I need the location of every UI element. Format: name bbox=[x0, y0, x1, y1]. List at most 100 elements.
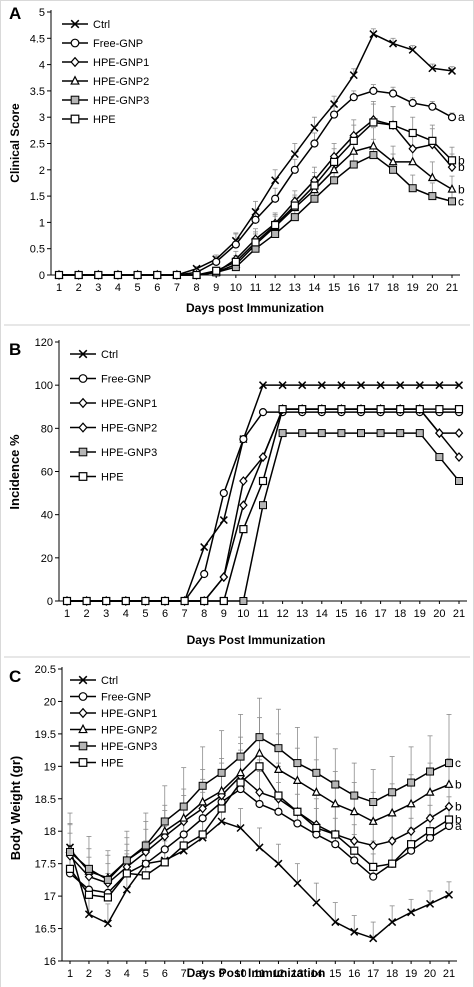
data-point bbox=[278, 429, 287, 438]
y-tick-label-c: 16.5 bbox=[35, 924, 56, 936]
legend-marker bbox=[78, 758, 88, 767]
data-point bbox=[293, 759, 302, 768]
legend-label: HPE bbox=[101, 472, 124, 484]
x-tick-label-a: 10 bbox=[230, 282, 242, 294]
legend-label: HPE-GNP3 bbox=[101, 741, 157, 753]
x-tick-label-c: 15 bbox=[329, 968, 341, 980]
x-tick-label-a: 4 bbox=[115, 282, 121, 294]
data-point bbox=[428, 102, 437, 111]
data-point bbox=[454, 381, 464, 390]
data-point bbox=[160, 596, 170, 606]
data-point bbox=[427, 172, 437, 182]
significance-label: b bbox=[455, 800, 462, 814]
legend-marker bbox=[78, 472, 88, 481]
significance-label: a bbox=[455, 819, 462, 833]
panel-label-b: B bbox=[9, 340, 21, 359]
x-axis-title-a: Days post Immunization bbox=[186, 301, 324, 315]
data-point bbox=[179, 841, 188, 850]
data-point bbox=[407, 840, 416, 849]
legend-marker bbox=[78, 723, 88, 734]
data-point bbox=[317, 381, 326, 390]
data-point bbox=[406, 798, 416, 808]
x-tick-label-b: 18 bbox=[394, 608, 406, 620]
y-tick-label-a: 3 bbox=[39, 112, 45, 124]
data-point bbox=[330, 157, 339, 167]
x-tick-label-c: 20 bbox=[424, 968, 436, 980]
x-tick-label-b: 20 bbox=[433, 608, 445, 620]
data-point bbox=[349, 136, 358, 145]
data-point bbox=[310, 194, 319, 203]
legend-marker bbox=[78, 397, 88, 409]
x-tick-label-c: 7 bbox=[181, 968, 187, 980]
data-point bbox=[290, 201, 299, 210]
legend-b: Ctrl Free-GNP HPE-GNP1 HPE-GNP2 HPE-GNP3 HPE bbox=[70, 349, 157, 484]
legend-marker bbox=[70, 114, 80, 124]
data-point bbox=[274, 791, 283, 800]
x-tick-label-b: 17 bbox=[374, 608, 386, 620]
data-point bbox=[274, 807, 283, 816]
data-point bbox=[160, 858, 169, 867]
legend-marker bbox=[78, 707, 88, 719]
data-point bbox=[160, 825, 170, 835]
x-tick-label-c: 5 bbox=[143, 968, 149, 980]
data-point bbox=[444, 801, 454, 812]
data-point bbox=[330, 176, 339, 185]
data-point bbox=[350, 791, 359, 800]
data-point bbox=[292, 775, 302, 785]
data-point bbox=[293, 819, 302, 828]
x-axis-title-b: Days Post Immunization bbox=[187, 633, 326, 647]
data-point bbox=[330, 798, 340, 808]
y-tick-label-c: 17 bbox=[44, 891, 56, 903]
data-point bbox=[298, 381, 307, 390]
x-tick-label-b: 1 bbox=[64, 608, 70, 620]
data-point bbox=[329, 164, 339, 174]
x-tick-label-b: 19 bbox=[414, 608, 426, 620]
data-point bbox=[66, 847, 74, 856]
data-point bbox=[396, 381, 405, 390]
data-point bbox=[180, 596, 189, 606]
x-tick-label-a: 2 bbox=[76, 282, 82, 294]
legend-marker bbox=[78, 447, 88, 457]
data-point bbox=[200, 543, 209, 552]
data-point bbox=[369, 151, 378, 160]
data-point bbox=[198, 781, 207, 790]
x-tick-label-a: 14 bbox=[308, 282, 320, 294]
legend-label: Ctrl bbox=[101, 349, 118, 361]
data-point bbox=[179, 830, 188, 839]
x-tick-label-b: 10 bbox=[237, 608, 249, 620]
y-tick-label-a: 0.5 bbox=[30, 244, 45, 256]
data-point bbox=[331, 780, 340, 789]
data-point bbox=[447, 113, 457, 122]
legend-label: Free-GNP bbox=[101, 374, 151, 386]
data-point bbox=[217, 768, 226, 777]
data-point bbox=[408, 143, 417, 154]
data-point bbox=[337, 405, 346, 414]
y-tick-label-b: 100 bbox=[35, 380, 53, 392]
x-tick-label-a: 9 bbox=[213, 282, 219, 294]
legend-c: Ctrl Free-GNP HPE-GNP1 HPE-GNP2 HPE-GNP3 HPE bbox=[70, 675, 157, 770]
data-point bbox=[350, 846, 359, 855]
data-point bbox=[415, 429, 424, 438]
y-tick-label-b: 80 bbox=[41, 423, 53, 435]
data-point bbox=[122, 885, 131, 894]
legend-marker bbox=[78, 422, 88, 433]
data-point bbox=[258, 476, 268, 486]
x-tick-label-a: 16 bbox=[348, 282, 360, 294]
series-c-4 bbox=[66, 733, 453, 884]
data-point bbox=[258, 452, 268, 462]
x-tick-label-a: 12 bbox=[269, 282, 281, 294]
data-point bbox=[396, 429, 405, 438]
x-tick-label-b: 8 bbox=[201, 608, 207, 620]
x-tick-label-a: 8 bbox=[193, 282, 199, 294]
significance-label: c bbox=[455, 756, 461, 770]
data-point bbox=[310, 123, 319, 132]
data-point bbox=[349, 160, 358, 169]
data-point bbox=[239, 476, 248, 486]
data-point bbox=[236, 752, 245, 761]
x-tick-label-c: 21 bbox=[443, 968, 455, 980]
data-point bbox=[274, 744, 283, 753]
data-point bbox=[426, 767, 435, 776]
data-point bbox=[179, 802, 188, 811]
data-point bbox=[388, 859, 397, 868]
data-point bbox=[388, 120, 398, 130]
